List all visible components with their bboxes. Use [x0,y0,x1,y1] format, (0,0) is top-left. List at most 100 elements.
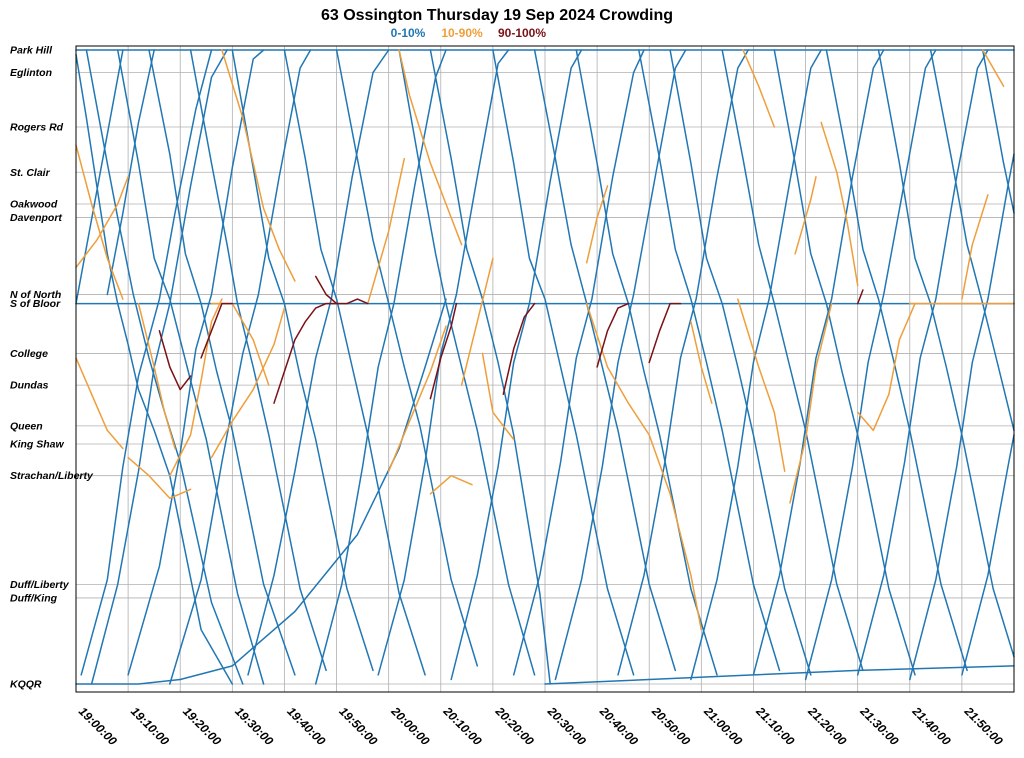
trip-line-55 [398,49,463,246]
trip-line-27 [617,49,749,676]
stop-label: Queen [10,420,43,432]
trip-line-59 [585,302,703,631]
trip-line-50 [169,298,223,477]
trip-line-62 [737,298,786,472]
trip-line-28 [638,49,781,672]
legend-entry-mid: 10-90% [441,26,483,40]
stop-label: Rogers Rd [10,121,64,133]
trip-line-75 [314,275,348,305]
trip-line-77 [429,302,458,400]
trip-line-78 [502,302,536,395]
x-tick-label: 21:00:00 [701,704,746,749]
x-tick-label: 20:10:00 [440,704,485,749]
legend: 0-10% 10-90% 90-100% [391,26,547,40]
x-tick-label: 19:40:00 [284,704,328,748]
x-tick-label: 20:20:00 [492,704,537,749]
x-tick-label: 21:10:00 [753,704,798,749]
stop-label: College [10,348,48,360]
trip-line-15 [314,49,447,685]
trip-line-9 [169,49,312,685]
trip-line-29 [669,49,812,676]
x-tick-label: 20:40:00 [596,704,641,749]
trip-line-45 [75,144,124,300]
trip-line-70 [742,49,776,128]
x-tick-label: 21:30:00 [857,704,902,749]
trip-line-5 [106,49,155,296]
stop-label: Duff/King [10,592,58,604]
trip-line-26 [575,49,718,676]
trip-line-46 [75,357,124,450]
trip-line-30 [690,49,822,681]
trip-line-1 [75,53,234,685]
trip-line-68 [961,194,989,300]
trip-line-44 [75,678,181,685]
trip-line-7 [127,49,265,676]
trip-line-51 [210,307,286,459]
trip-line-47 [75,176,129,269]
trip-line-32 [752,49,885,676]
trip-line-19 [429,49,551,685]
trip-line-36 [856,49,989,676]
trip-line-49 [137,302,176,450]
trip-line-2 [80,49,213,676]
trip-line-18 [398,49,536,676]
x-tick-label: 20:00:00 [388,704,433,749]
trip-line-69 [981,49,1005,87]
trip-line-48 [127,456,192,500]
trip-line-64 [794,176,817,255]
legend-entry-high: 90-100% [498,26,546,40]
chart-title: 63 Ossington Thursday 19 Sep 2024 Crowdi… [321,7,673,24]
vertical-gridlines [75,46,963,692]
trip-line-53 [221,49,296,282]
trip-line-39 [929,49,1015,432]
trip-line-76 [346,298,369,305]
trip-line-0 [75,49,124,305]
trip-line-31 [721,49,864,672]
trip-line-80 [648,302,682,364]
trip-line-65 [820,121,859,287]
trip-line-81 [856,289,864,305]
stop-label: Strachan/Liberty [10,470,94,482]
trip-line-23 [533,49,677,672]
stop-label: King Shaw [10,438,65,450]
trip-line-41 [981,49,1015,214]
trip-line-6 [116,49,265,685]
trip-line-56 [387,325,447,472]
trip-line-20 [450,49,583,681]
trip-line-14 [283,49,426,676]
trip-line-66 [856,302,916,432]
stop-labels: Park Hill Eglinton Rogers Rd St. Clair Oakwo… [10,45,94,691]
trip-line-79 [596,302,630,368]
trip-line-35 [825,49,968,672]
trip-line-37 [877,49,1015,658]
trip-line-3 [85,49,244,685]
trip-line-10 [189,49,327,672]
x-tick-label: 19:20:00 [180,704,224,748]
trip-line-71 [481,352,515,441]
trip-line-60 [585,185,609,264]
trip-line-17 [377,49,510,676]
x-tick-label: 21:40:00 [909,704,954,749]
legend-entry-low: 0-10% [391,26,426,40]
x-tick-label: 21:50:00 [961,704,1006,749]
stop-label: St. Clair [10,167,51,179]
trip-line-38 [909,153,1015,681]
trip-line-11 [179,298,447,681]
trip-line-12 [231,49,374,672]
trip-line-58 [460,257,494,386]
trip-line-33 [773,49,916,676]
trip-lines [75,49,1015,685]
stop-label: S of Bloor [10,298,61,310]
trip-line-57 [429,474,473,495]
stop-label: Eglinton [10,67,52,79]
stop-label: KQQR [10,679,42,691]
x-tick-label: 21:20:00 [805,704,850,749]
trip-line-34 [804,49,937,681]
trip-line-72 [158,330,192,391]
x-tick-label: 20:30:00 [544,704,589,749]
x-tick-label: 20:50:00 [648,704,693,749]
stop-label: Duff/Liberty [10,579,70,591]
x-tick-label: 19:50:00 [336,704,380,748]
trip-line-4 [90,49,228,685]
